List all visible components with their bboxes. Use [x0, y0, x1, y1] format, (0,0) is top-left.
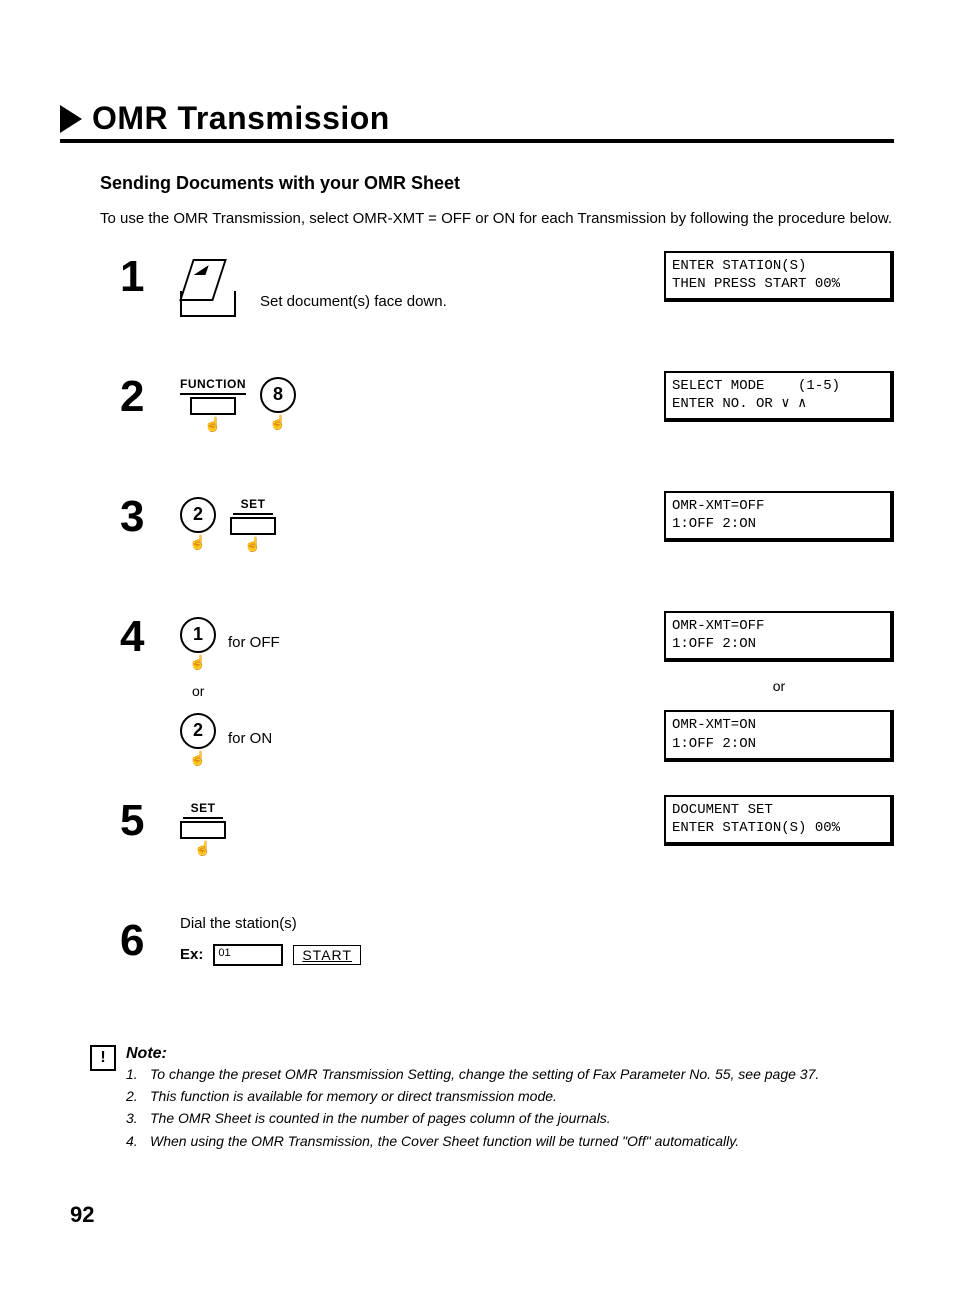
set-button: SET ☝: [180, 801, 226, 855]
page-number: 92: [70, 1202, 894, 1228]
or-text: or: [192, 683, 280, 699]
press-icon: ☝: [204, 417, 221, 431]
title-row: OMR Transmission: [60, 100, 894, 143]
step-4: 4 1 ☝ for OFF or 2 ☝ for ON: [120, 611, 894, 765]
or-text: or: [664, 678, 894, 694]
step-6: 6 Dial the station(s) Ex: 01 START: [120, 915, 894, 1005]
step-1: 1 Set document(s) face down. ENTER STATI…: [120, 251, 894, 341]
start-button[interactable]: START: [293, 945, 361, 965]
press-icon: ☝: [269, 415, 286, 429]
step-3: 3 2 ☝ SET ☝ OMR-XMT=OFF 1:OFF 2:ON: [120, 491, 894, 581]
lcd-display: ENTER STATION(S) THEN PRESS START 00%: [664, 251, 894, 303]
key-1: 1 ☝: [180, 617, 216, 669]
station-input[interactable]: 01: [213, 944, 283, 966]
note-list: 1.To change the preset OMR Transmission …: [126, 1063, 819, 1153]
step-number: 1: [120, 255, 180, 299]
example-label: Ex:: [180, 946, 203, 963]
step-5: 5 SET ☝ DOCUMENT SET ENTER STATION(S) 00…: [120, 795, 894, 885]
page: OMR Transmission Sending Documents with …: [0, 0, 954, 1268]
step-1-label: Set document(s) face down.: [260, 293, 447, 310]
dial-instruction: Dial the station(s): [180, 915, 361, 932]
lcd-display: OMR-XMT=OFF 1:OFF 2:ON: [664, 491, 894, 543]
note-label: Note:: [126, 1045, 167, 1062]
function-button: FUNCTION ☝: [180, 377, 246, 431]
intro-text: To use the OMR Transmission, select OMR-…: [100, 208, 894, 231]
step-2: 2 FUNCTION ☝ 8 ☝ SELECT MODE (1-5) ENTER…: [120, 371, 894, 461]
document-icon: [180, 257, 240, 317]
for-off-label: for OFF: [228, 634, 280, 651]
note-icon: !: [90, 1045, 116, 1071]
triangle-icon: [60, 105, 82, 133]
step-number: 5: [120, 799, 180, 843]
lcd-display: OMR-XMT=OFF 1:OFF 2:ON: [664, 611, 894, 663]
key-8: 8 ☝: [260, 377, 296, 429]
set-button: SET ☝: [230, 497, 276, 551]
for-on-label: for ON: [228, 730, 272, 747]
key-2: 2 ☝: [180, 713, 216, 765]
step-number: 4: [120, 615, 180, 659]
press-icon: ☝: [189, 655, 206, 669]
press-icon: ☝: [194, 841, 211, 855]
section-subtitle: Sending Documents with your OMR Sheet: [100, 173, 894, 194]
press-icon: ☝: [244, 537, 261, 551]
press-icon: ☝: [189, 751, 206, 765]
step-number: 3: [120, 495, 180, 539]
press-icon: ☝: [189, 535, 206, 549]
key-2: 2 ☝: [180, 497, 216, 549]
lcd-display: SELECT MODE (1-5) ENTER NO. OR ∨ ∧: [664, 371, 894, 423]
step-number: 2: [120, 375, 180, 419]
page-title: OMR Transmission: [92, 100, 390, 137]
note-block: ! Note: 1.To change the preset OMR Trans…: [90, 1045, 894, 1153]
lcd-display: DOCUMENT SET ENTER STATION(S) 00%: [664, 795, 894, 847]
lcd-display: OMR-XMT=ON 1:OFF 2:ON: [664, 710, 894, 762]
step-number: 6: [120, 919, 180, 963]
